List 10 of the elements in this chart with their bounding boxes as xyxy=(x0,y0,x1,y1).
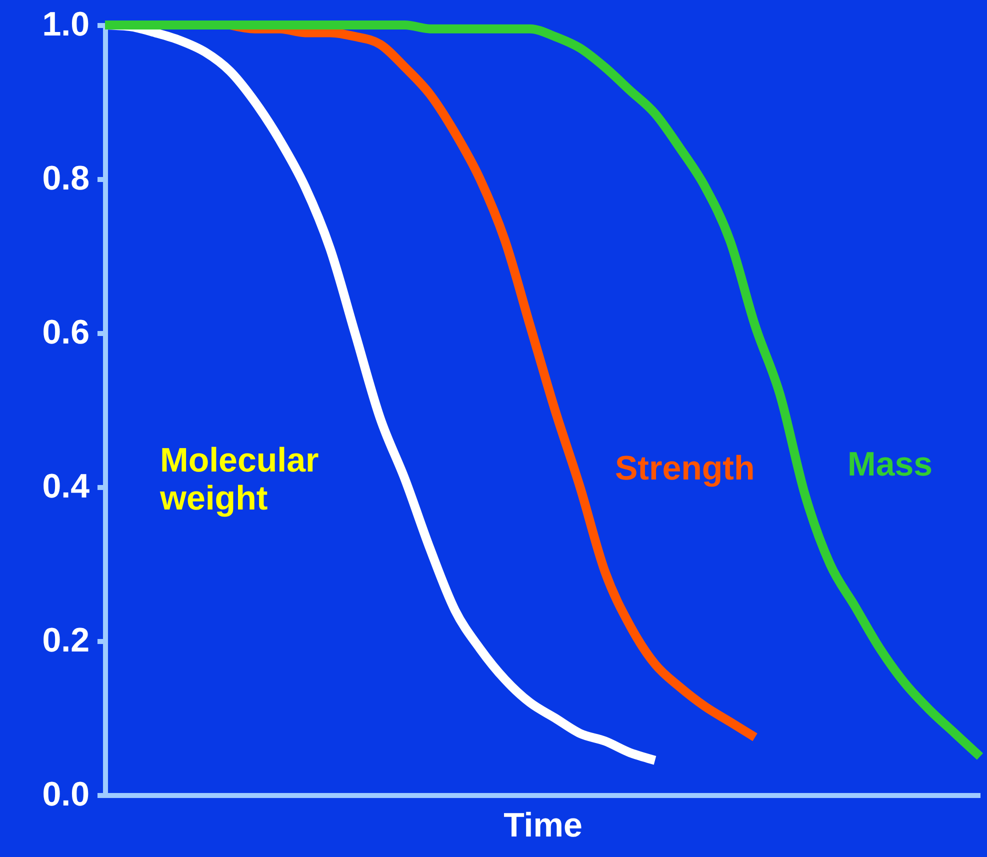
y-tick-label: 0.2 xyxy=(42,622,90,660)
y-tick-label: 0.6 xyxy=(42,314,90,352)
y-tick-label: 0.0 xyxy=(42,776,90,814)
y-tick-label: 1.0 xyxy=(42,6,90,44)
series-label: Mass xyxy=(848,446,933,484)
series-label: Strength xyxy=(615,449,755,488)
series-label: Molecular weight xyxy=(159,442,319,518)
x-axis-title: Time xyxy=(504,806,582,844)
y-tick-label: 0.4 xyxy=(42,468,90,506)
y-tick-label: 0.8 xyxy=(42,160,90,198)
